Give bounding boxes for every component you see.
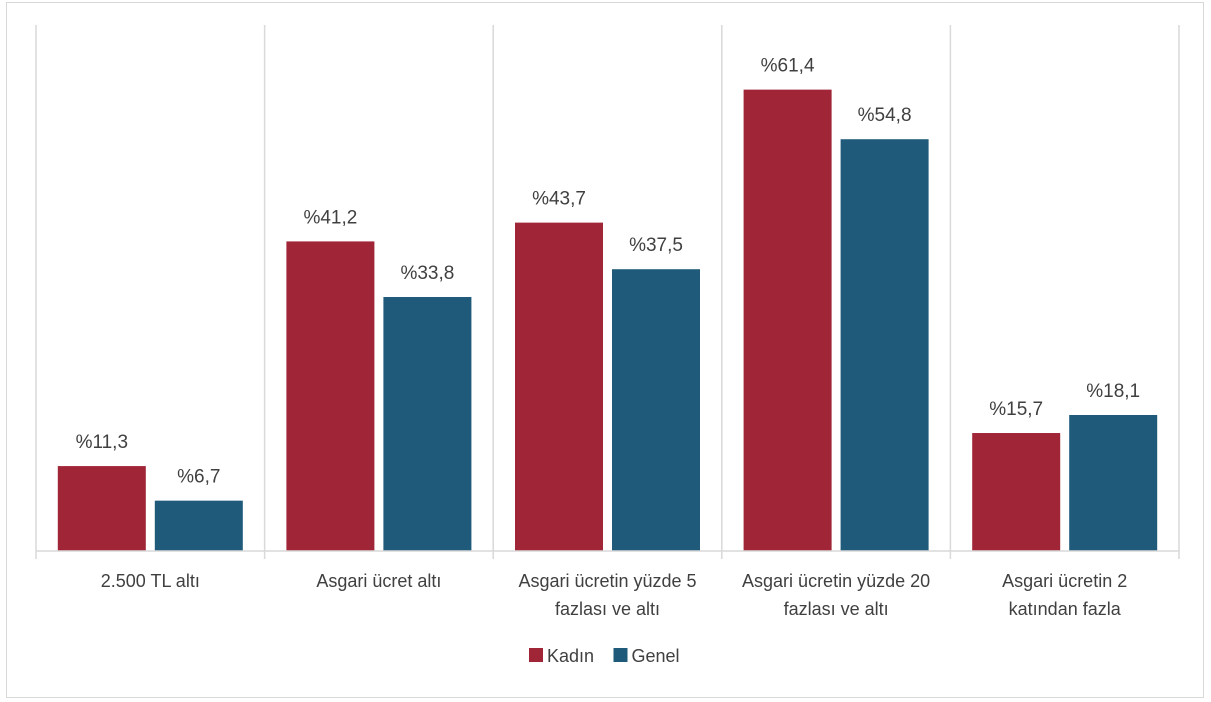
- category-label: fazlası ve altı: [784, 599, 889, 619]
- category-label: fazlası ve altı: [555, 599, 660, 619]
- data-label-genel: %6,7: [177, 467, 220, 488]
- data-label-genel: %18,1: [1086, 381, 1140, 402]
- data-label-kad-n: %15,7: [989, 399, 1043, 420]
- data-label-kad-n: %41,2: [303, 207, 357, 228]
- bar-chart: %11,3 %6,7 %41,2 %33,8 %43,7 %37,5 %61,4 %54,8%…: [35, 25, 1180, 666]
- data-label-kad-n: %43,7: [532, 189, 586, 210]
- bar-kad-n: [515, 222, 603, 551]
- data-label-kad-n: %61,4: [761, 56, 815, 77]
- data-label-genel: %54,8: [858, 105, 912, 126]
- category-dividers: [35, 25, 1180, 559]
- category-label: Asgari ücretin yüzde 20: [742, 571, 930, 591]
- bar-genel: [154, 500, 243, 551]
- bar-genel: [612, 269, 700, 551]
- legend-label-genel: Genel: [632, 646, 680, 666]
- category-label: Asgari ücretin 2: [1002, 571, 1127, 591]
- legend-swatch-kad-n: [529, 648, 543, 662]
- category-label: 2.500 TL altı: [101, 571, 200, 591]
- bar-kad-n: [743, 89, 832, 551]
- bar-genel: [840, 139, 929, 551]
- data-label-genel: %33,8: [400, 263, 454, 284]
- bar-genel: [1069, 414, 1158, 551]
- data-labels: %11,3 %6,7 %41,2 %33,8 %43,7 %37,5 %61,4 %54,8%…: [76, 56, 1141, 488]
- bar-kad-n: [57, 466, 146, 551]
- legend-swatch-genel: [613, 648, 628, 662]
- bar-kad-n: [286, 241, 375, 551]
- legend-label-kad-n: Kadın: [547, 646, 594, 666]
- chart-frame: %11,3 %6,7 %41,2 %33,8 %43,7 %37,5 %61,4 %54,8%…: [6, 2, 1204, 698]
- bars: [57, 89, 1158, 551]
- legend: Kadın Genel: [529, 646, 680, 666]
- bar-genel: [383, 297, 472, 551]
- category-label: Asgari ücret altı: [316, 571, 441, 591]
- bar-kad-n: [972, 433, 1061, 551]
- data-label-genel: %37,5: [629, 235, 683, 256]
- category-labels: 2.500 TL altı Asgari ücret altı Asgari ücr…: [101, 571, 1127, 619]
- category-label: Asgari ücretin yüzde 5: [518, 571, 696, 591]
- data-label-kad-n: %11,3: [76, 432, 128, 453]
- category-label: katından fazla: [1009, 599, 1122, 619]
